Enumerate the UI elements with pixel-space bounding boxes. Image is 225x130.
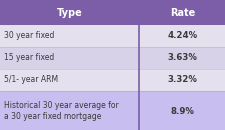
- Text: 15 year fixed: 15 year fixed: [4, 54, 54, 63]
- Bar: [0, 69, 225, 91]
- Text: Type: Type: [56, 8, 82, 18]
- Bar: [0, 47, 225, 69]
- Bar: [0, 91, 225, 130]
- Text: 3.32%: 3.32%: [167, 76, 197, 85]
- Text: 3.63%: 3.63%: [167, 54, 197, 63]
- Bar: [0, 25, 225, 47]
- Text: 30 year fixed: 30 year fixed: [4, 31, 54, 41]
- Bar: [0, 0, 225, 25]
- Text: Historical 30 year average for
a 30 year fixed mortgage: Historical 30 year average for a 30 year…: [4, 101, 118, 121]
- Text: 5/1- year ARM: 5/1- year ARM: [4, 76, 58, 85]
- Text: 4.24%: 4.24%: [167, 31, 197, 41]
- Text: 8.9%: 8.9%: [170, 106, 194, 115]
- Text: Rate: Rate: [169, 8, 194, 18]
